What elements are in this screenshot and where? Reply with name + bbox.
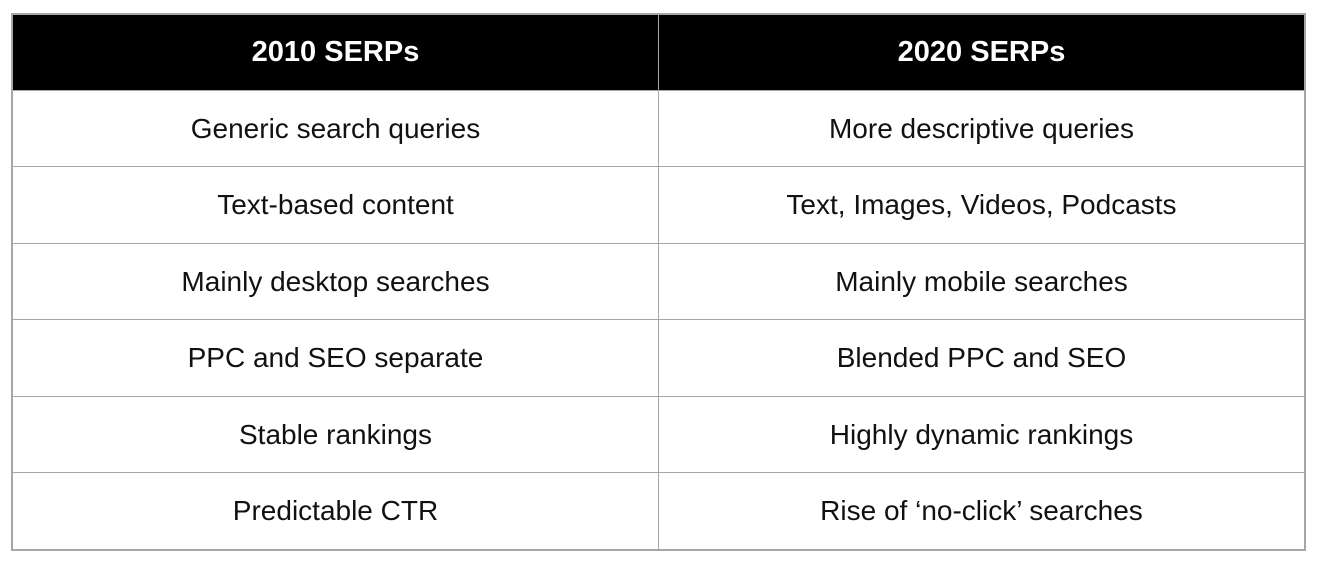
- table-body: Generic search queries More descriptive …: [11, 89, 1306, 551]
- table-row: Generic search queries More descriptive …: [11, 89, 1306, 168]
- cell-2020-queries: More descriptive queries: [658, 89, 1306, 168]
- serp-comparison-table: 2010 SERPs 2020 SERPs Generic search que…: [11, 13, 1306, 551]
- table-row: PPC and SEO separate Blended PPC and SEO: [11, 319, 1306, 397]
- cell-2020-rankings: Highly dynamic rankings: [658, 395, 1306, 474]
- cell-2010-content: Text-based content: [11, 166, 659, 244]
- header-row: 2010 SERPs 2020 SERPs: [11, 13, 1306, 91]
- cell-2020-ppc-seo: Blended PPC and SEO: [658, 319, 1306, 397]
- cell-2020-device: Mainly mobile searches: [658, 242, 1306, 321]
- table-header: 2010 SERPs 2020 SERPs: [11, 13, 1306, 91]
- cell-2010-device: Mainly desktop searches: [11, 242, 659, 321]
- comparison-table-container: 2010 SERPs 2020 SERPs Generic search que…: [11, 13, 1306, 551]
- cell-2010-ctr: Predictable CTR: [11, 472, 659, 551]
- table-row: Text-based content Text, Images, Videos,…: [11, 166, 1306, 244]
- cell-2010-rankings: Stable rankings: [11, 395, 659, 474]
- cell-2020-ctr: Rise of ‘no-click’ searches: [658, 472, 1306, 551]
- table-row: Mainly desktop searches Mainly mobile se…: [11, 242, 1306, 321]
- column-header-2020-serps: 2020 SERPs: [658, 13, 1306, 91]
- cell-2010-ppc-seo: PPC and SEO separate: [11, 319, 659, 397]
- table-row: Predictable CTR Rise of ‘no-click’ searc…: [11, 472, 1306, 551]
- table-row: Stable rankings Highly dynamic rankings: [11, 395, 1306, 474]
- cell-2010-queries: Generic search queries: [11, 89, 659, 168]
- cell-2020-content: Text, Images, Videos, Podcasts: [658, 166, 1306, 244]
- column-header-2010-serps: 2010 SERPs: [11, 13, 659, 91]
